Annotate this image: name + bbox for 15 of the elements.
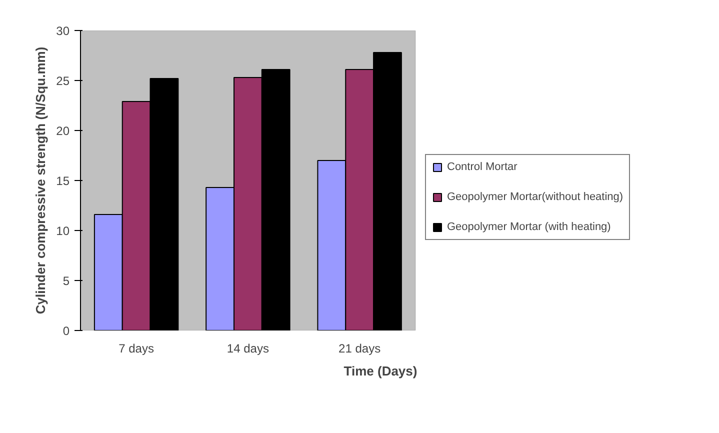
x-tick-label: 14 days <box>226 342 269 356</box>
y-tick-label: 30 <box>56 24 70 38</box>
y-tick-label: 25 <box>56 74 70 88</box>
y-tick-label: 10 <box>56 224 70 238</box>
y-tick-label: 0 <box>62 324 70 338</box>
x-axis-title: Time (Days) <box>344 364 418 378</box>
y-tick-label: 20 <box>56 124 70 138</box>
y-tick-label: 5 <box>62 274 70 288</box>
y-tick-label: 15 <box>56 174 70 188</box>
x-tick-label: 7 days <box>118 342 154 356</box>
legend-label: Geopolymer Mortar (with heating) <box>447 221 611 233</box>
x-tick-label: 21 days <box>338 342 381 356</box>
y-axis-title: Cylinder compressive strength (N/Squ.mm) <box>33 46 48 314</box>
legend-label: Geopolymer Mortar(without heating) <box>447 191 624 203</box>
legend-label: Control Mortar <box>447 161 518 173</box>
